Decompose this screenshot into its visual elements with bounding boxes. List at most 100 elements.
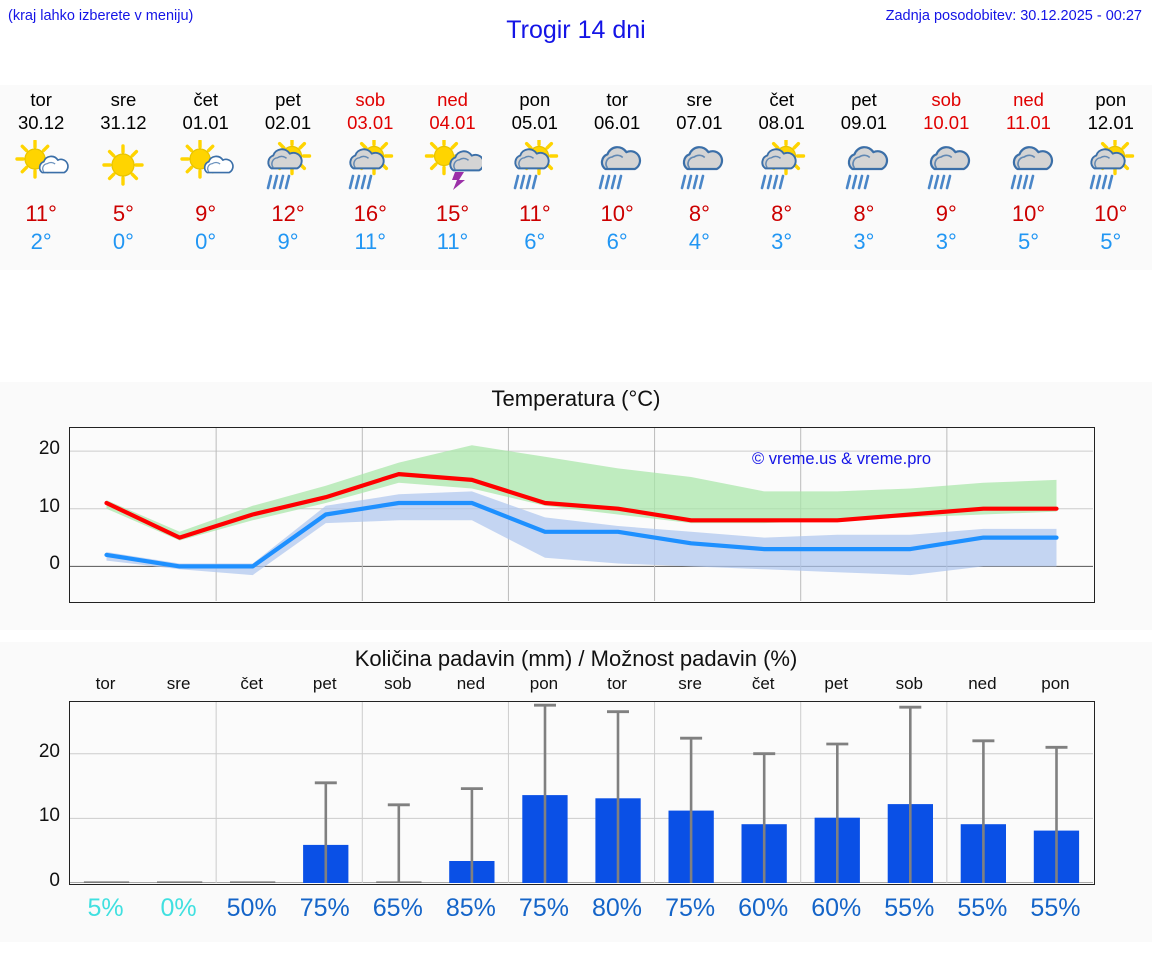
location-menu-note[interactable]: (kraj lahko izberete v meniju) [8,8,194,24]
forecast-temp-max: 12° [271,201,305,226]
forecast-day-name: čet [769,89,795,110]
precipitation-day-label: sre [678,674,702,693]
forecast-day-date: 31.12 [100,112,147,133]
cloud-rain-icon [1000,137,1058,195]
forecast-day-column: čet 01.01 9° 0° [165,85,247,270]
precipitation-probability: 0% [160,894,197,922]
sun-cloud-rain-icon [753,137,811,195]
forecast-day-name: pet [275,89,301,110]
temperature-chart: Temperatura (°C) 0 10 20 © vreme.us & vrem… [0,382,1152,630]
forecast-day-date: 09.01 [840,112,888,133]
forecast-temp-max: 5° [112,201,134,226]
sun-cloud-rain-icon [259,137,317,195]
precipitation-probability: 5% [87,894,124,922]
sun-cloud-rain-icon [341,137,399,195]
precipitation-day-label: čet [240,674,264,693]
forecast-day-column: sob 10.01 9° 3° [905,85,987,270]
forecast-day-date: 10.01 [923,112,970,133]
page-title: Trogir 14 dni [506,16,646,44]
forecast-day-name: sob [355,89,386,110]
last-updated: Zadnja posodobitev: 30.12.2025 - 00:27 [885,8,1142,24]
precipitation-day-label: ned [456,674,486,693]
forecast-temp-max: 10° [1094,201,1128,226]
cloud-rain-icon [835,137,893,195]
cloud-rain-icon [588,137,646,195]
precipitation-day-label: čet [751,674,775,693]
sun-cloud-rain-icon [1082,137,1140,195]
forecast-day-column: pon 05.01 11° 6° [494,85,576,270]
precipitation-probability: 65% [372,894,423,922]
forecast-day-date: 05.01 [511,112,558,133]
precipitation-day-label: sob [895,674,924,693]
forecast-day-name: pon [519,89,551,110]
forecast-temp-min: 0° [112,229,134,254]
forecast-temp-min: 0° [195,229,217,254]
forecast-temp-max: 9° [195,201,217,226]
precipitation-y-tick: 0 [49,870,60,891]
precipitation-day-label: sob [384,674,412,693]
precipitation-y-tick: 10 [38,805,60,827]
forecast-temp-max: 15° [435,201,470,226]
forecast-temp-max: 10° [600,201,634,226]
forecast-temp-min: 9° [277,229,299,254]
forecast-temp-max: 16° [353,201,387,226]
precipitation-probability: 75% [665,894,716,922]
forecast-temp-max: 8° [688,201,710,226]
precipitation-probability: 55% [957,894,1008,922]
forecast-temp-max: 8° [853,201,875,226]
forecast-day-date: 08.01 [758,112,805,133]
precipitation-chart: Količina padavin (mm) / Možnost padavin … [0,642,1152,942]
forecast-day-date: 11.01 [1006,112,1051,133]
precipitation-day-label: tor [95,674,116,693]
precipitation-day-label: pet [312,674,337,693]
precipitation-probability: 75% [518,894,569,922]
forecast-day-name: sre [110,89,137,110]
forecast-day-column: pon 12.01 10° 5° [1070,85,1152,270]
forecast-day-column: pet 09.01 8° 3° [823,85,905,270]
forecast-day-date: 01.01 [182,112,229,133]
forecast-temp-min: 11° [354,229,387,254]
precipitation-plot-area [69,701,1095,885]
page-header: (kraj lahko izberete v meniju) Trogir 14… [0,0,1152,62]
forecast-day-column: tor 06.01 10° 6° [576,85,658,270]
forecast-day-name: ned [437,89,468,110]
forecast-day-name: čet [193,89,219,110]
forecast-day-name: pon [1095,89,1127,110]
forecast-day-column: tor 30.12 11° 2° [0,85,82,270]
precipitation-day-label: ned [968,674,997,693]
forecast-temp-min: 3° [771,229,793,254]
forecast-day-date: 12.01 [1087,112,1134,133]
forecast-temp-min: 5° [1100,229,1122,254]
forecast-temp-min: 3° [853,229,875,254]
forecast-day-date: 07.01 [676,112,723,133]
forecast-temp-min: 6° [606,229,628,254]
forecast-day-name: tor [30,89,52,110]
precipitation-y-tick: 20 [38,740,60,762]
forecast-temp-min: 6° [524,229,546,254]
cloud-rain-icon [917,137,975,195]
forecast-temp-max: 11° [25,201,57,226]
forecast-temp-max: 10° [1011,201,1046,226]
forecast-temp-min: 3° [935,229,957,254]
sun-cloud-rain-icon [506,137,564,195]
precipitation-probability: 55% [1030,894,1081,922]
forecast-day-column: ned 11.01 10° 5° [987,85,1069,270]
cloud-rain-icon [670,137,728,195]
precipitation-day-label: sre [166,674,191,693]
forecast-temp-min: 11° [436,229,469,254]
forecast-day-column: sob 03.01 16° 11° [329,85,411,270]
forecast-day-column: čet 08.01 8° 3° [741,85,823,270]
forecast-temp-min: 2° [30,229,52,254]
precipitation-probability: 60% [738,894,789,922]
daily-forecast-strip: tor 30.12 11° 2° sre 31.12 5° 0° čet 01.01 9° 0° p… [0,85,1152,270]
precipitation-chart-title: Količina padavin (mm) / Možnost padavin … [354,646,798,671]
sun-cloud-icon [12,137,70,195]
precipitation-day-label: pon [529,674,559,693]
forecast-temp-max: 11° [519,201,551,226]
forecast-day-date: 03.01 [347,112,394,133]
forecast-day-column: sre 31.12 5° 0° [82,85,164,270]
forecast-day-date: 02.01 [264,112,312,133]
forecast-temp-max: 9° [935,201,957,226]
precipitation-probability: 60% [811,894,862,922]
